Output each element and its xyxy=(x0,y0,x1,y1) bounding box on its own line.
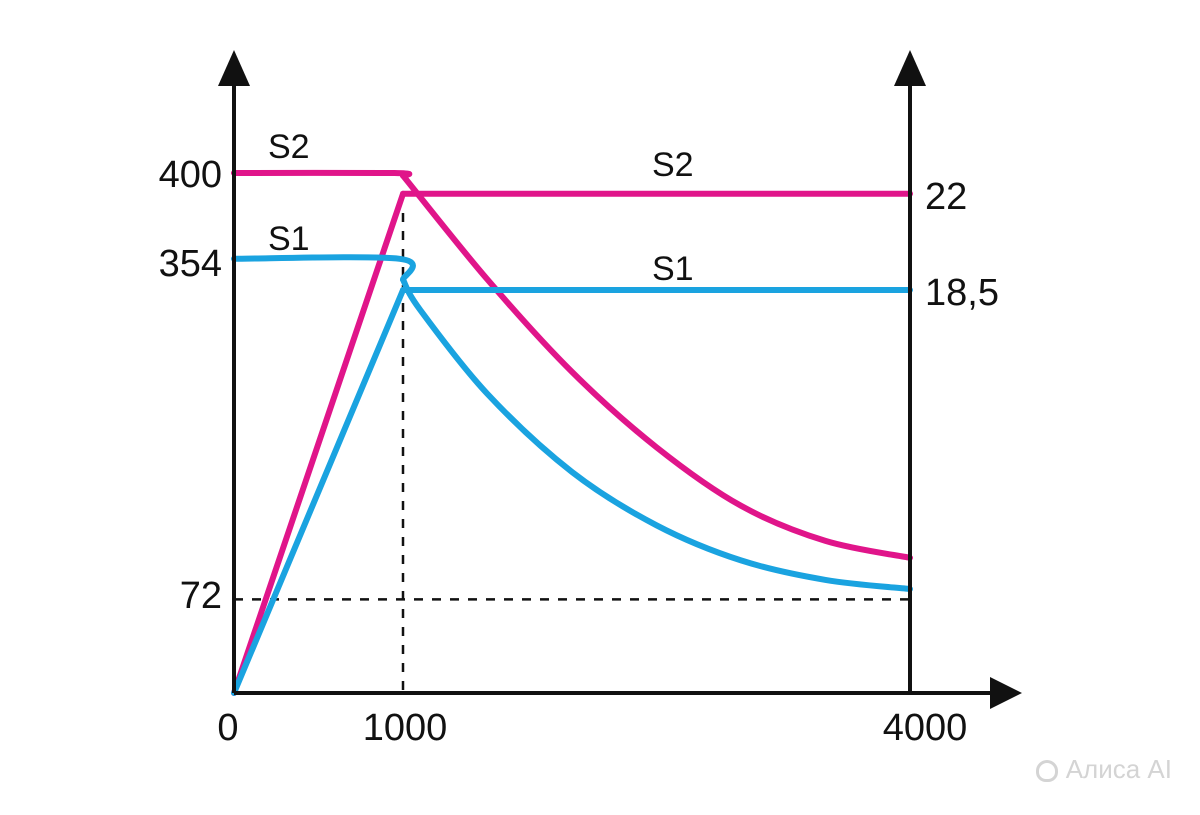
x-tick-label-1000: 1000 xyxy=(363,707,448,749)
series-s2-decay-line xyxy=(400,172,913,561)
series-label-s1-right: S1 xyxy=(652,250,694,288)
series-label-s2-left: S2 xyxy=(268,128,310,166)
x-tick-label-0: 0 xyxy=(217,707,238,749)
series-s2-rising-line xyxy=(231,190,406,696)
axes xyxy=(218,50,1022,709)
series-label-s2-right: S2 xyxy=(652,146,694,184)
x-tick-label-4000: 4000 xyxy=(883,707,968,749)
series-s1-decay-line xyxy=(400,276,913,592)
left-y-tick-label-72: 72 xyxy=(180,575,222,617)
series-s2-upper-flat-line xyxy=(231,169,413,179)
right-y-axis-arrow xyxy=(894,50,926,86)
series-s1-rising-line xyxy=(231,287,406,696)
right-y-tick-label-22: 22 xyxy=(925,176,967,218)
left-y-axis-arrow xyxy=(218,50,250,86)
series-label-s1-left: S1 xyxy=(268,220,310,258)
x-axis-arrow xyxy=(990,677,1022,709)
alisa-logo-icon xyxy=(1035,760,1058,782)
left-y-tick-label-400: 400 xyxy=(159,154,222,196)
series-s1-upper-flat-line xyxy=(231,254,416,283)
right-y-tick-label-18-5: 18,5 xyxy=(925,272,999,314)
watermark: Алиса AI xyxy=(1035,754,1172,785)
left-y-tick-label-354: 354 xyxy=(159,243,222,285)
series-layer xyxy=(231,169,913,696)
watermark-text: Алиса AI xyxy=(1065,754,1172,784)
